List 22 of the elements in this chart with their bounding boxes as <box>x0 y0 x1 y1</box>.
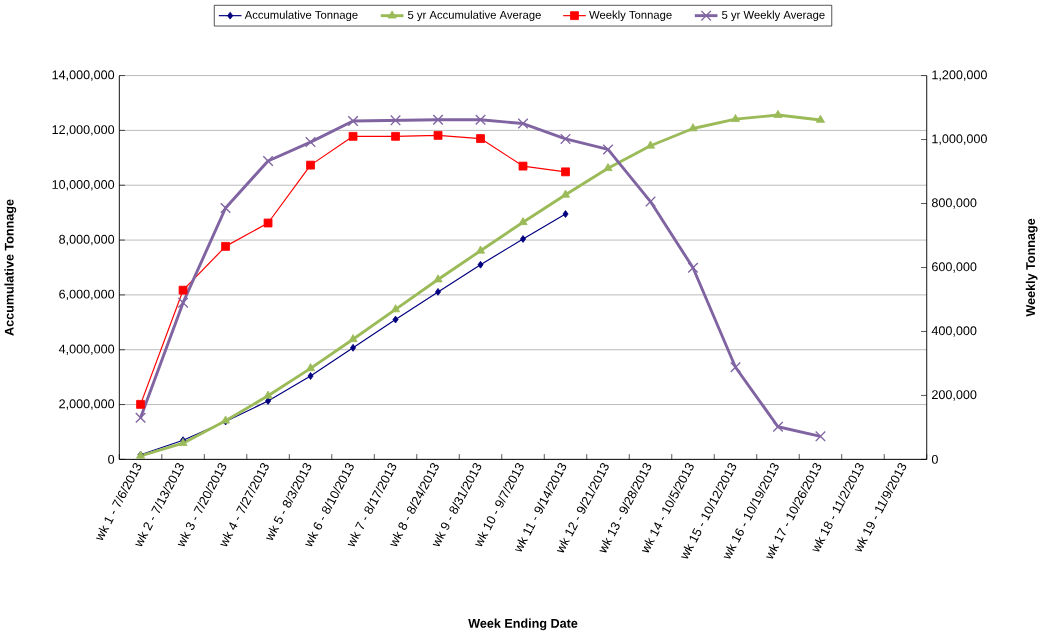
y-tick-label: 0 <box>108 455 115 464</box>
y2-axis-title: Weekly Tonnage <box>1025 218 1038 317</box>
y2-tick-label: 1,200,000 <box>932 70 987 81</box>
legend-label: Weekly Tonnage <box>589 10 672 22</box>
y-axis-title: Accumulative Tonnage <box>4 199 17 336</box>
y-tick-label: 10,000,000 <box>52 180 115 191</box>
x-axis-title: Week Ending Date <box>468 618 578 631</box>
y2-tick-label: 600,000 <box>932 262 977 273</box>
legend-label: Accumulative Tonnage <box>244 10 358 22</box>
y2-tick-label: 800,000 <box>931 198 977 209</box>
y2-tick-label: 1,000,000 <box>932 134 987 145</box>
y2-tick-label: 0 <box>931 455 938 464</box>
y2-tick-label: 200,000 <box>932 390 977 401</box>
y2-tick-label: 400,000 <box>931 326 977 337</box>
y-tick-label: 4,000,000 <box>58 344 115 356</box>
legend-label: 5 yr Weekly Average <box>722 10 825 22</box>
y-tick-label: 12,000,000 <box>52 125 115 136</box>
y-tick-label: 6,000,000 <box>59 289 115 301</box>
y-tick-label: 8,000,000 <box>59 234 115 246</box>
legend-label: 5 yr Accumulative Average <box>407 10 541 22</box>
y-tick-label: 14,000,000 <box>52 70 115 81</box>
y-tick-label: 2,000,000 <box>59 399 115 410</box>
